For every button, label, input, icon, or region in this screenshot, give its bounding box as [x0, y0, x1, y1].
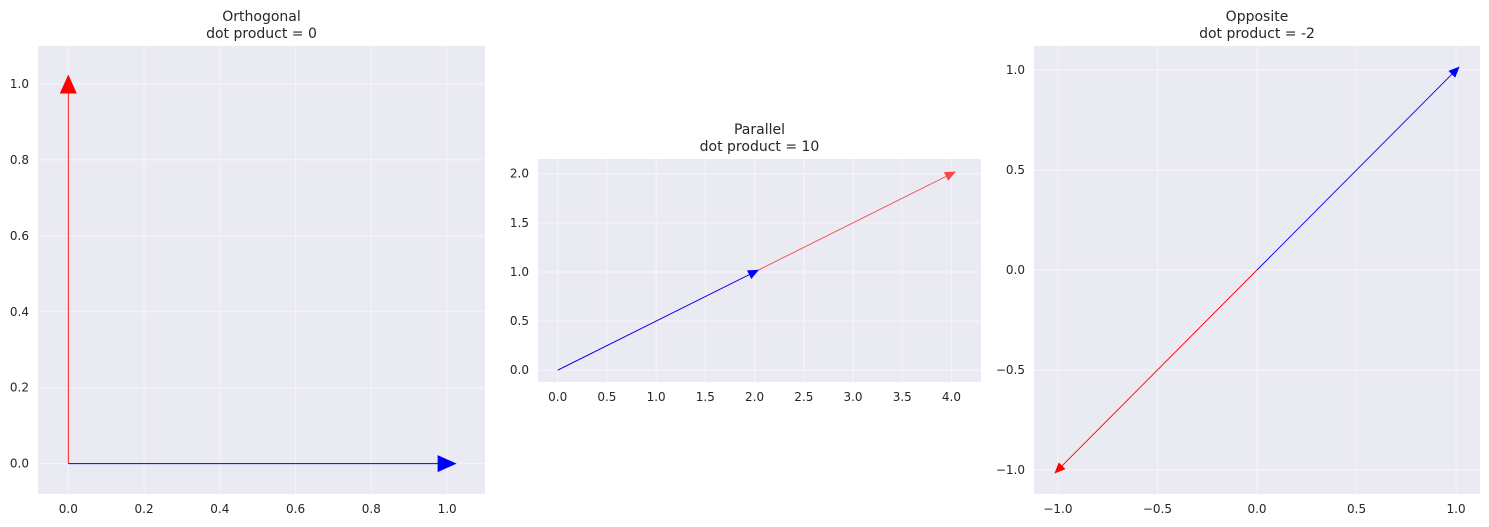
y-tick-label: 0.8 [10, 153, 29, 167]
x-tick-label: 1.0 [647, 390, 666, 404]
chart-title: Parallel [734, 122, 785, 138]
chart-subtitle: dot product = 0 [206, 26, 317, 42]
vector-head [1448, 66, 1460, 78]
x-tick-label: 0.0 [548, 390, 567, 404]
x-tick-label: 1.0 [438, 502, 457, 516]
y-tick-label: 0.0 [1006, 263, 1025, 277]
subplot-parallel: 0.0 0.5 1.0 1.5 2.0 2.5 3.0 3.5 4.0 0.0 0.5 1.0 1.5 2… [510, 122, 981, 404]
y-tick-label: 2.0 [510, 167, 529, 181]
y-tick-label: 0.0 [10, 457, 29, 471]
x-tick-label: 3.0 [843, 390, 862, 404]
x-tick-label: 0.5 [597, 390, 616, 404]
vector-shaft [1256, 73, 1453, 271]
y-tick-label: 0.2 [10, 381, 29, 395]
chart-subtitle: dot product = 10 [700, 139, 820, 155]
chart-subtitle: dot product = -2 [1199, 26, 1315, 42]
x-tick-label: 0.4 [210, 502, 229, 516]
vector-arrow [1054, 269, 1258, 474]
vector-arrow [68, 455, 457, 473]
x-tick-label: −0.5 [1143, 502, 1172, 516]
y-tick-label: 1.0 [1006, 63, 1025, 77]
vector-head [943, 171, 956, 181]
x-tick-label: 4.0 [942, 390, 961, 404]
x-tick-label: 1.5 [696, 390, 715, 404]
subplot-orthogonal: 0.0 0.2 0.4 0.6 0.8 1.0 0.0 0.2 0.4 0.6 0.8 1.0 Orth… [10, 9, 485, 516]
x-tick-label: 0.0 [59, 502, 78, 516]
x-tick-label: 0.5 [1347, 502, 1366, 516]
x-tick-label: 0.6 [286, 502, 305, 516]
y-tick-label: 0.5 [510, 314, 529, 328]
vector-arrow [1256, 66, 1460, 271]
y-tick-label: 1.0 [10, 77, 29, 91]
y-tick-label: 0.6 [10, 229, 29, 243]
x-tick-label: 2.5 [794, 390, 813, 404]
y-tick-label: −0.5 [996, 363, 1025, 377]
vector-head [437, 455, 457, 473]
y-tick-label: 1.0 [510, 265, 529, 279]
vector-shaft [1061, 269, 1258, 467]
vector-head [747, 269, 760, 279]
y-tick-label: −1.0 [996, 463, 1025, 477]
y-tick-label: 0.0 [510, 363, 529, 377]
x-tick-label: 1.0 [1447, 502, 1466, 516]
x-tick-label: −1.0 [1043, 502, 1072, 516]
chart-title: Orthogonal [222, 9, 301, 25]
y-tick-label: 0.4 [10, 305, 29, 319]
vector-arrow [557, 269, 760, 371]
subplot-opposite: −1.0 −0.5 0.0 0.5 1.0 −1.0 −0.5 0.0 0.5 1.0 Opposi… [996, 9, 1480, 516]
y-tick-label: 0.5 [1006, 163, 1025, 177]
x-tick-label: 2.0 [745, 390, 764, 404]
x-tick-label: 0.0 [1247, 502, 1266, 516]
x-tick-label: 3.5 [893, 390, 912, 404]
vector-arrow [59, 74, 77, 464]
x-tick-label: 0.8 [362, 502, 381, 516]
x-tick-label: 0.2 [135, 502, 154, 516]
plot-area [38, 46, 485, 494]
vector-head [59, 74, 77, 94]
vector-head [1054, 462, 1066, 474]
y-tick-label: 1.5 [510, 216, 529, 230]
vector-shaft [557, 273, 751, 371]
chart-title: Opposite [1226, 9, 1289, 25]
